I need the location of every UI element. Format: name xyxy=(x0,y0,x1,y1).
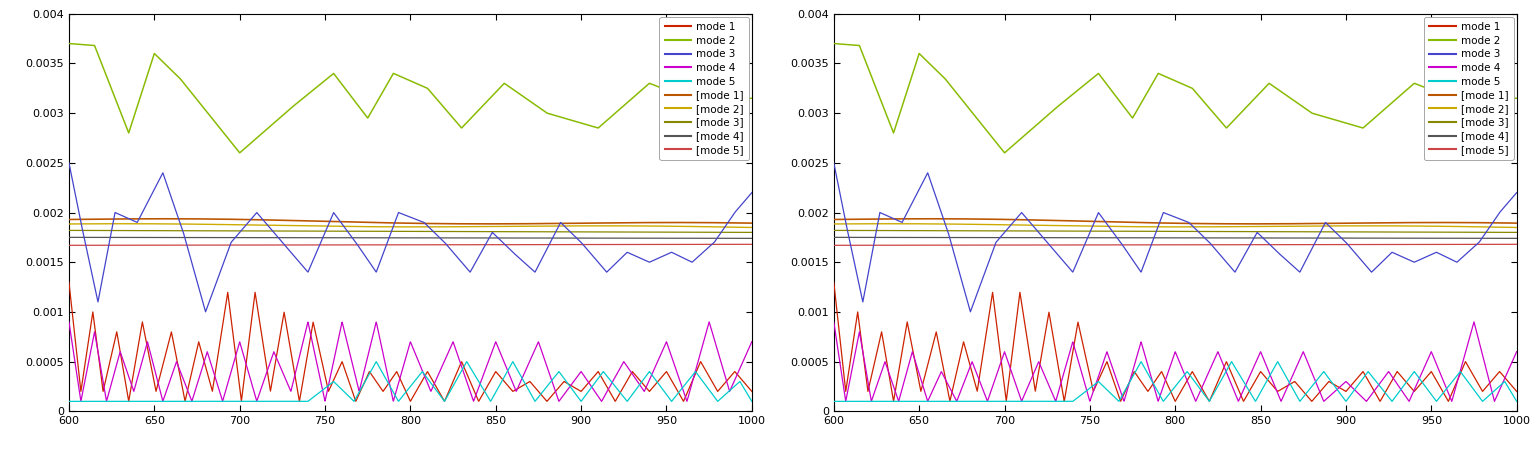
Legend: mode 1, mode 2, mode 3, mode 4, mode 5, [mode 1], [mode 2], [mode 3], [mode 4], : mode 1, mode 2, mode 3, mode 4, mode 5, … xyxy=(659,17,749,160)
Legend: mode 1, mode 2, mode 3, mode 4, mode 5, [mode 1], [mode 2], [mode 3], [mode 4], : mode 1, mode 2, mode 3, mode 4, mode 5, … xyxy=(1425,17,1514,160)
